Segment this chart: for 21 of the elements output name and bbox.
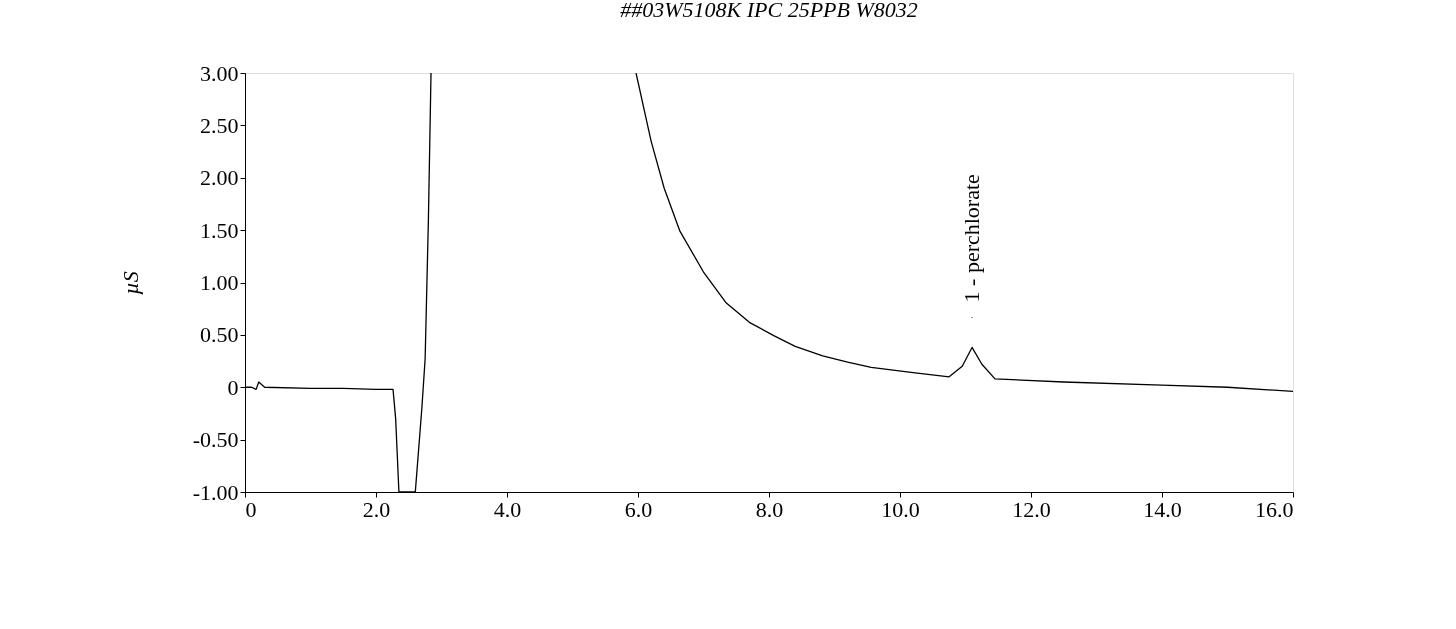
y-tick-label: 0.50 (200, 322, 239, 348)
y-tick-label: -1.00 (192, 479, 239, 505)
y-tick-label: 0 (227, 374, 239, 400)
x-tick-label: 10.0 (881, 496, 920, 522)
x-tick-label: 6.0 (624, 496, 653, 522)
x-tick-label: 4.0 (493, 496, 522, 522)
y-tick-label: 2.50 (200, 112, 239, 138)
annotation: 1 - perchlorate (959, 174, 985, 303)
y-axis-title: µS (117, 271, 143, 295)
chart-title: ##03W5108K IPC 25PPB W8032 (620, 0, 918, 22)
x-tick-label: 2.0 (362, 496, 391, 522)
x-tick-label: 12.0 (1012, 496, 1051, 522)
y-tick-label: -0.50 (192, 427, 239, 453)
x-tick-label: 16.0 (1255, 496, 1294, 522)
y-tick-label: 2.00 (200, 165, 239, 191)
x-tick-label: 14.0 (1143, 496, 1182, 522)
y-tick-label: 3.00 (200, 60, 239, 86)
x-tick-label: 0 (245, 496, 257, 522)
y-tick-label: 1.00 (200, 270, 239, 295)
x-tick-label: 8.0 (755, 496, 784, 522)
y-tick-label: 1.50 (200, 217, 239, 243)
